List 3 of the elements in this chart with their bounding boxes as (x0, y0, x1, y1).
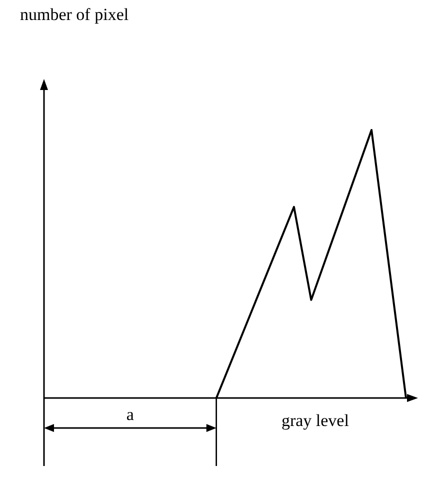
x-axis-title: gray level (281, 411, 349, 430)
text: a (126, 405, 134, 424)
text: number of pixel (20, 5, 129, 24)
